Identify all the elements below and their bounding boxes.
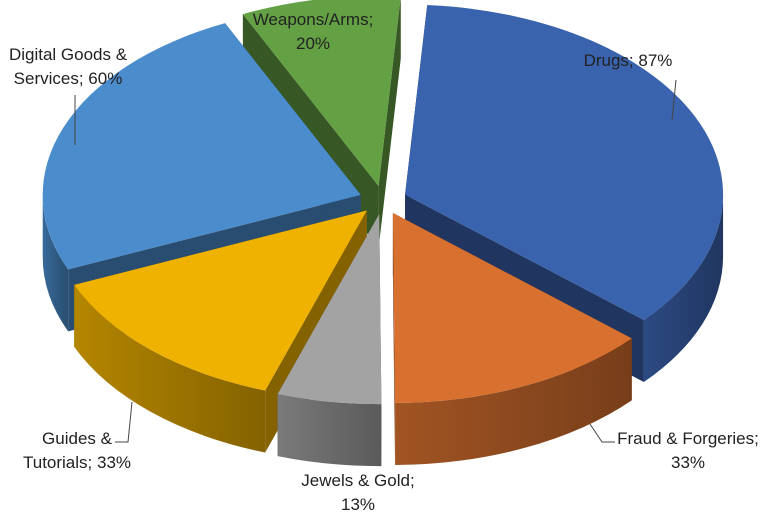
leader-line-fraud-forgeries: [589, 423, 615, 443]
data-label-line-jewels-gold-0: Jewels & Gold;: [301, 471, 414, 490]
pie-slice-top-guides-tutorials: [74, 210, 367, 391]
data-label-guides-tutorials: Guides & Tutorials; 33%: [23, 429, 131, 472]
pie-slice-jewels-gold: [277, 214, 382, 467]
pie-slice-rim-digital-goods-services: [42, 194, 69, 332]
data-label-weapons-arms: Weapons/Arms; 20%: [253, 10, 374, 53]
pie-slice-rim-jewels-gold: [277, 394, 382, 467]
data-label-line-weapons-arms-0: Weapons/Arms;: [253, 10, 374, 29]
pie-slice-top-digital-goods-services: [42, 23, 361, 270]
pie-slice-rim-guides-tutorials: [74, 284, 266, 453]
data-label-line-digital-goods-services-1: Services; 60%: [14, 69, 123, 88]
data-label-digital-goods-services: Digital Goods & Services; 60%: [9, 45, 128, 88]
data-label-jewels-gold: Jewels & Gold; 13%: [301, 471, 414, 514]
pie-slice-rim-fraud-forgeries: [395, 338, 632, 465]
data-label-fraud-forgeries: Fraud & Forgeries; 33%: [617, 429, 759, 472]
data-label-line-jewels-gold-1: 13%: [341, 495, 375, 514]
leader-line-guides-tutorials: [115, 401, 133, 443]
pie-slice-side-weapons-arms-1: [378, 0, 401, 248]
data-label-line-digital-goods-services-0: Digital Goods &: [9, 45, 128, 64]
data-label-line-weapons-arms-1: 20%: [296, 34, 330, 53]
pie-slice-side-fraud-forgeries-1: [392, 212, 396, 465]
pie-slice-fraud-forgeries: [392, 212, 632, 465]
data-label-line-guides-tutorials-1: Tutorials; 33%: [23, 453, 131, 472]
data-label-line-fraud-forgeries-1: 33%: [671, 453, 705, 472]
pie-slice-top-drugs: [405, 5, 724, 321]
pie-slice-top-fraud-forgeries: [392, 212, 632, 403]
data-label-line-drugs-0: Drugs; 87%: [584, 51, 673, 70]
pie-slice-top-jewels-gold: [277, 214, 382, 405]
leader-line-drugs: [671, 79, 677, 121]
pie-slice-rim-drugs: [643, 194, 724, 383]
data-label-line-guides-tutorials-0: Guides &: [42, 429, 113, 448]
data-label-drugs: Drugs; 87%: [584, 51, 673, 70]
data-label-line-fraud-forgeries-0: Fraud & Forgeries;: [617, 429, 759, 448]
pie-slice-top-weapons-arms: [242, 0, 401, 186]
